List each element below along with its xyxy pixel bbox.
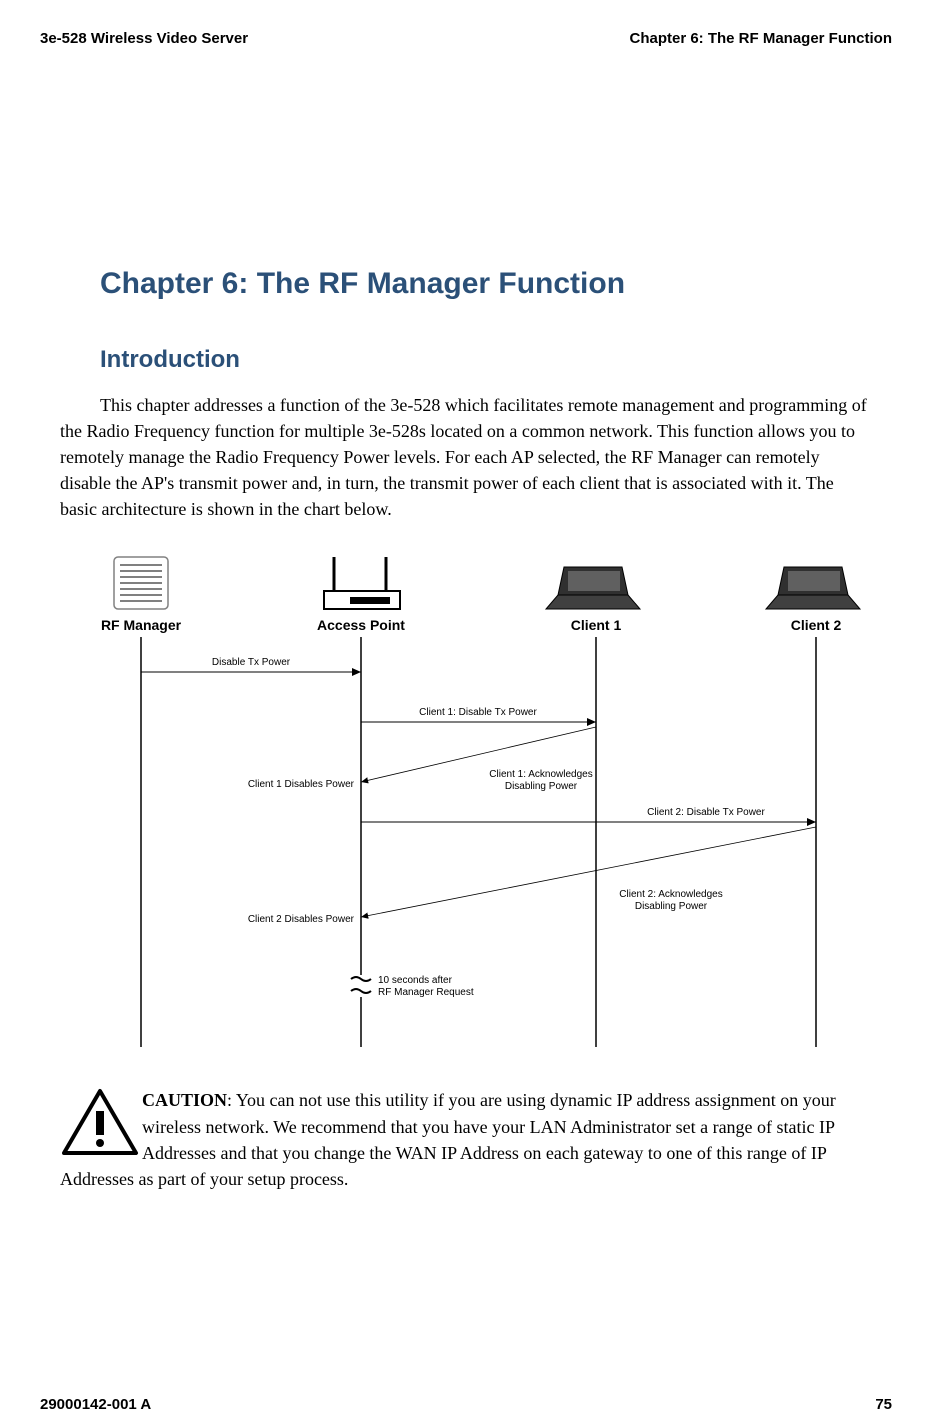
- intro-paragraph: This chapter addresses a function of the…: [60, 392, 872, 522]
- page: 3e-528 Wireless Video Server Chapter 6: …: [0, 0, 932, 1425]
- msg-delay-1: 10 seconds after: [378, 975, 453, 986]
- msg-c1-ack-2: Disabling Power: [505, 781, 578, 792]
- client2-icon: [766, 567, 860, 609]
- chapter-title: Chapter 6: The RF Manager Function: [100, 267, 892, 301]
- caution-label: CAUTION: [142, 1090, 227, 1110]
- msg-disable-tx: Disable Tx Power: [212, 657, 291, 668]
- msg-c2-disables: Client 2 Disables Power: [248, 914, 355, 925]
- access-point-icon: [324, 557, 400, 609]
- msg-c1-ack-1: Client 1: Acknowledges: [489, 769, 592, 780]
- msg-c1-disables: Client 1 Disables Power: [248, 779, 355, 790]
- section-title: Introduction: [100, 346, 892, 374]
- footer-right: 75: [875, 1396, 892, 1413]
- client1-label: Client 1: [571, 617, 622, 633]
- header-left: 3e-528 Wireless Video Server: [40, 30, 248, 47]
- msg-c1-disable: Client 1: Disable Tx Power: [419, 707, 537, 718]
- sequence-diagram: RF Manager Access Point Client 1 Client …: [66, 547, 866, 1057]
- footer-left: 29000142-001 A: [40, 1396, 151, 1413]
- client2-label: Client 2: [791, 617, 842, 633]
- msg-delay-2: RF Manager Request: [378, 987, 474, 998]
- msg-c2-ack-2: Disabling Power: [635, 901, 708, 912]
- header-right: Chapter 6: The RF Manager Function: [629, 30, 892, 47]
- server-icon: [114, 557, 168, 609]
- delay-marker: [351, 975, 371, 997]
- access-point-label: Access Point: [317, 617, 405, 633]
- warning-icon: [60, 1087, 140, 1159]
- page-footer: 29000142-001 A 75: [40, 1396, 892, 1413]
- caution-paragraph: CAUTION: You can not use this utility if…: [60, 1087, 872, 1191]
- msg-c2-disable: Client 2: Disable Tx Power: [647, 807, 765, 818]
- msg-c2-ack-1: Client 2: Acknowledges: [619, 889, 722, 900]
- msg-c2-ack-line: [361, 827, 816, 917]
- intro-text: This chapter addresses a function of the…: [60, 395, 867, 519]
- rf-manager-label: RF Manager: [101, 617, 182, 633]
- page-header: 3e-528 Wireless Video Server Chapter 6: …: [40, 30, 892, 47]
- client1-icon: [546, 567, 640, 609]
